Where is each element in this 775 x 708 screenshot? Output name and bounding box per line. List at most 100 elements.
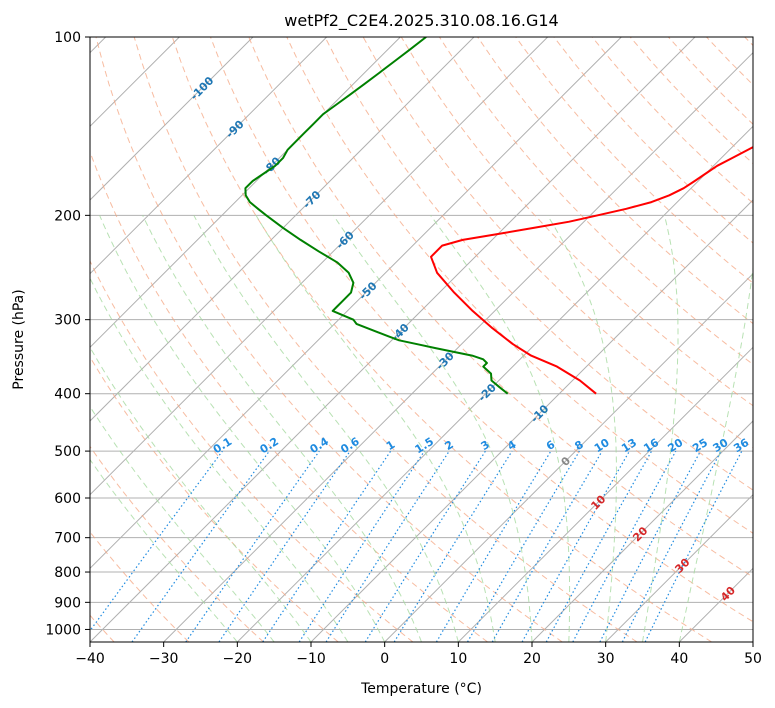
- dry-adiabats: [90, 37, 753, 642]
- dry-adiabat: [90, 259, 414, 642]
- moist-adiabat: [90, 405, 275, 642]
- y-tick-label: 300: [54, 313, 81, 329]
- mixing-ratio-label: 0.2: [258, 435, 281, 456]
- chart-title: wetPf2_C2E4.2025.310.08.16.G14: [284, 11, 558, 31]
- mixing-ratio-label: 30: [711, 436, 731, 455]
- x-tick-label: −10: [296, 651, 326, 667]
- isotherm-label: 10: [588, 492, 608, 512]
- mixing-ratio-line: [325, 450, 450, 642]
- y-tick-label: 600: [54, 491, 81, 507]
- isotherm-line: [90, 37, 475, 422]
- x-tick-label: −30: [149, 651, 179, 667]
- mixing-ratio-label: 0.1: [211, 435, 234, 456]
- moist-adiabat: [430, 215, 571, 642]
- dry-adiabat: [286, 37, 753, 534]
- moist-adiabat: [678, 264, 753, 642]
- x-tick-label: −20: [223, 651, 253, 667]
- isotherm-line: [752, 641, 753, 642]
- y-tick-label: 700: [54, 531, 81, 547]
- dry-adiabat: [90, 150, 488, 642]
- mixing-ratio-line: [545, 450, 653, 642]
- mixing-ratio-line: [185, 450, 320, 642]
- mixing-ratio-line: [599, 450, 702, 642]
- mixing-ratio-label: 25: [690, 436, 710, 455]
- y-tick-label: 800: [54, 565, 81, 581]
- x-axis-ticks: −40 −30 −20 −10 0 10 20 30 40 50: [75, 642, 762, 667]
- isotherm-line: [678, 567, 753, 642]
- mixing-ratio-line: [521, 450, 631, 642]
- y-tick-label: 500: [54, 444, 81, 460]
- dry-adiabat: [706, 37, 753, 86]
- isotherm-line: [90, 37, 549, 496]
- moist-adiabat: [90, 346, 312, 642]
- mixing-ratio-label: 16: [641, 436, 661, 455]
- y-axis-ticks: 1000 900 800 700 600 500 400 300 200 100: [45, 30, 90, 638]
- mixing-ratio-line: [435, 450, 552, 642]
- dry-adiabat: [515, 37, 753, 284]
- isotherm-line: [90, 37, 401, 349]
- isotherm-line: [310, 199, 753, 642]
- dry-adiabat: [591, 37, 753, 204]
- y-axis-label: Pressure (hPa): [11, 289, 27, 389]
- isotherm-grid: [90, 37, 753, 642]
- plot-area: -100-90-80-70-60-50-40-30-20-10010203040…: [90, 37, 753, 642]
- dry-adiabat: [210, 37, 753, 623]
- dry-adiabat: [744, 37, 753, 47]
- isotherm-label: 0: [559, 454, 574, 469]
- mixing-ratio-line: [131, 450, 270, 642]
- x-axis-label: Temperature (°C): [360, 681, 482, 697]
- dry-adiabat: [133, 37, 638, 642]
- moist-adiabat: [99, 215, 386, 642]
- y-tick-label: 400: [54, 387, 81, 403]
- dry-adiabat: [90, 531, 190, 642]
- dry-adiabat: [324, 37, 753, 491]
- isotherm-line: [90, 37, 622, 570]
- mixing-ratio-label: 0.4: [308, 435, 332, 457]
- isotherm-line: [90, 37, 328, 275]
- x-tick-label: 50: [744, 651, 762, 667]
- isotherm-label: -70: [300, 188, 323, 211]
- isotherm-line: [605, 493, 753, 642]
- isotherm-line: [163, 51, 753, 642]
- mixing-ratio-line: [218, 450, 351, 642]
- moist-adiabat: [193, 215, 459, 642]
- y-tick-label: 1000: [45, 622, 81, 638]
- mixing-ratio-label: 13: [619, 436, 639, 455]
- dry-adiabat: [248, 37, 753, 578]
- mixing-ratio-line: [364, 450, 486, 642]
- x-tick-label: 30: [597, 651, 615, 667]
- moist-adiabat: [332, 215, 533, 642]
- dry-adiabat: [668, 37, 753, 125]
- plot-frame: [89, 36, 754, 643]
- isotherm-line: [236, 125, 753, 642]
- isotherm-line: [90, 37, 254, 201]
- moist-adiabat: [142, 215, 422, 642]
- y-tick-label: 900: [54, 595, 81, 611]
- dry-adiabat: [90, 356, 339, 642]
- mixing-ratio-line: [572, 450, 677, 642]
- mixing-ratio-label: 36: [731, 436, 751, 455]
- moist-adiabat: [642, 215, 679, 642]
- mixing-ratio-label: 20: [666, 436, 686, 455]
- dry-adiabat: [95, 37, 563, 642]
- isotherm-label: -50: [356, 279, 379, 302]
- x-tick-label: 10: [449, 651, 467, 667]
- y-tick-label: 200: [54, 208, 81, 224]
- moist-adiabat: [90, 458, 238, 642]
- x-tick-label: 40: [670, 651, 688, 667]
- mixing-ratio-labels: 0.1 0.2 0.4 0.6 1 1.5 2 3 4 6 8 10 13 16 20 25 30 36: [211, 435, 752, 457]
- mixing-ratio-line: [644, 450, 743, 642]
- y-tick-label: 100: [54, 30, 81, 46]
- dry-adiabat: [553, 37, 753, 244]
- dry-adiabat: [171, 37, 712, 642]
- mixing-ratio-line: [90, 450, 223, 632]
- mixing-ratio-line: [393, 450, 513, 642]
- isotherm-line: [384, 272, 753, 642]
- mixing-ratio-lines: [90, 450, 743, 642]
- isotherm-line: [531, 420, 753, 642]
- isotherm-line: [457, 346, 753, 642]
- dewpoint-profile: [244, 37, 509, 395]
- mixing-ratio-line: [466, 450, 580, 642]
- x-tick-label: 0: [380, 651, 389, 667]
